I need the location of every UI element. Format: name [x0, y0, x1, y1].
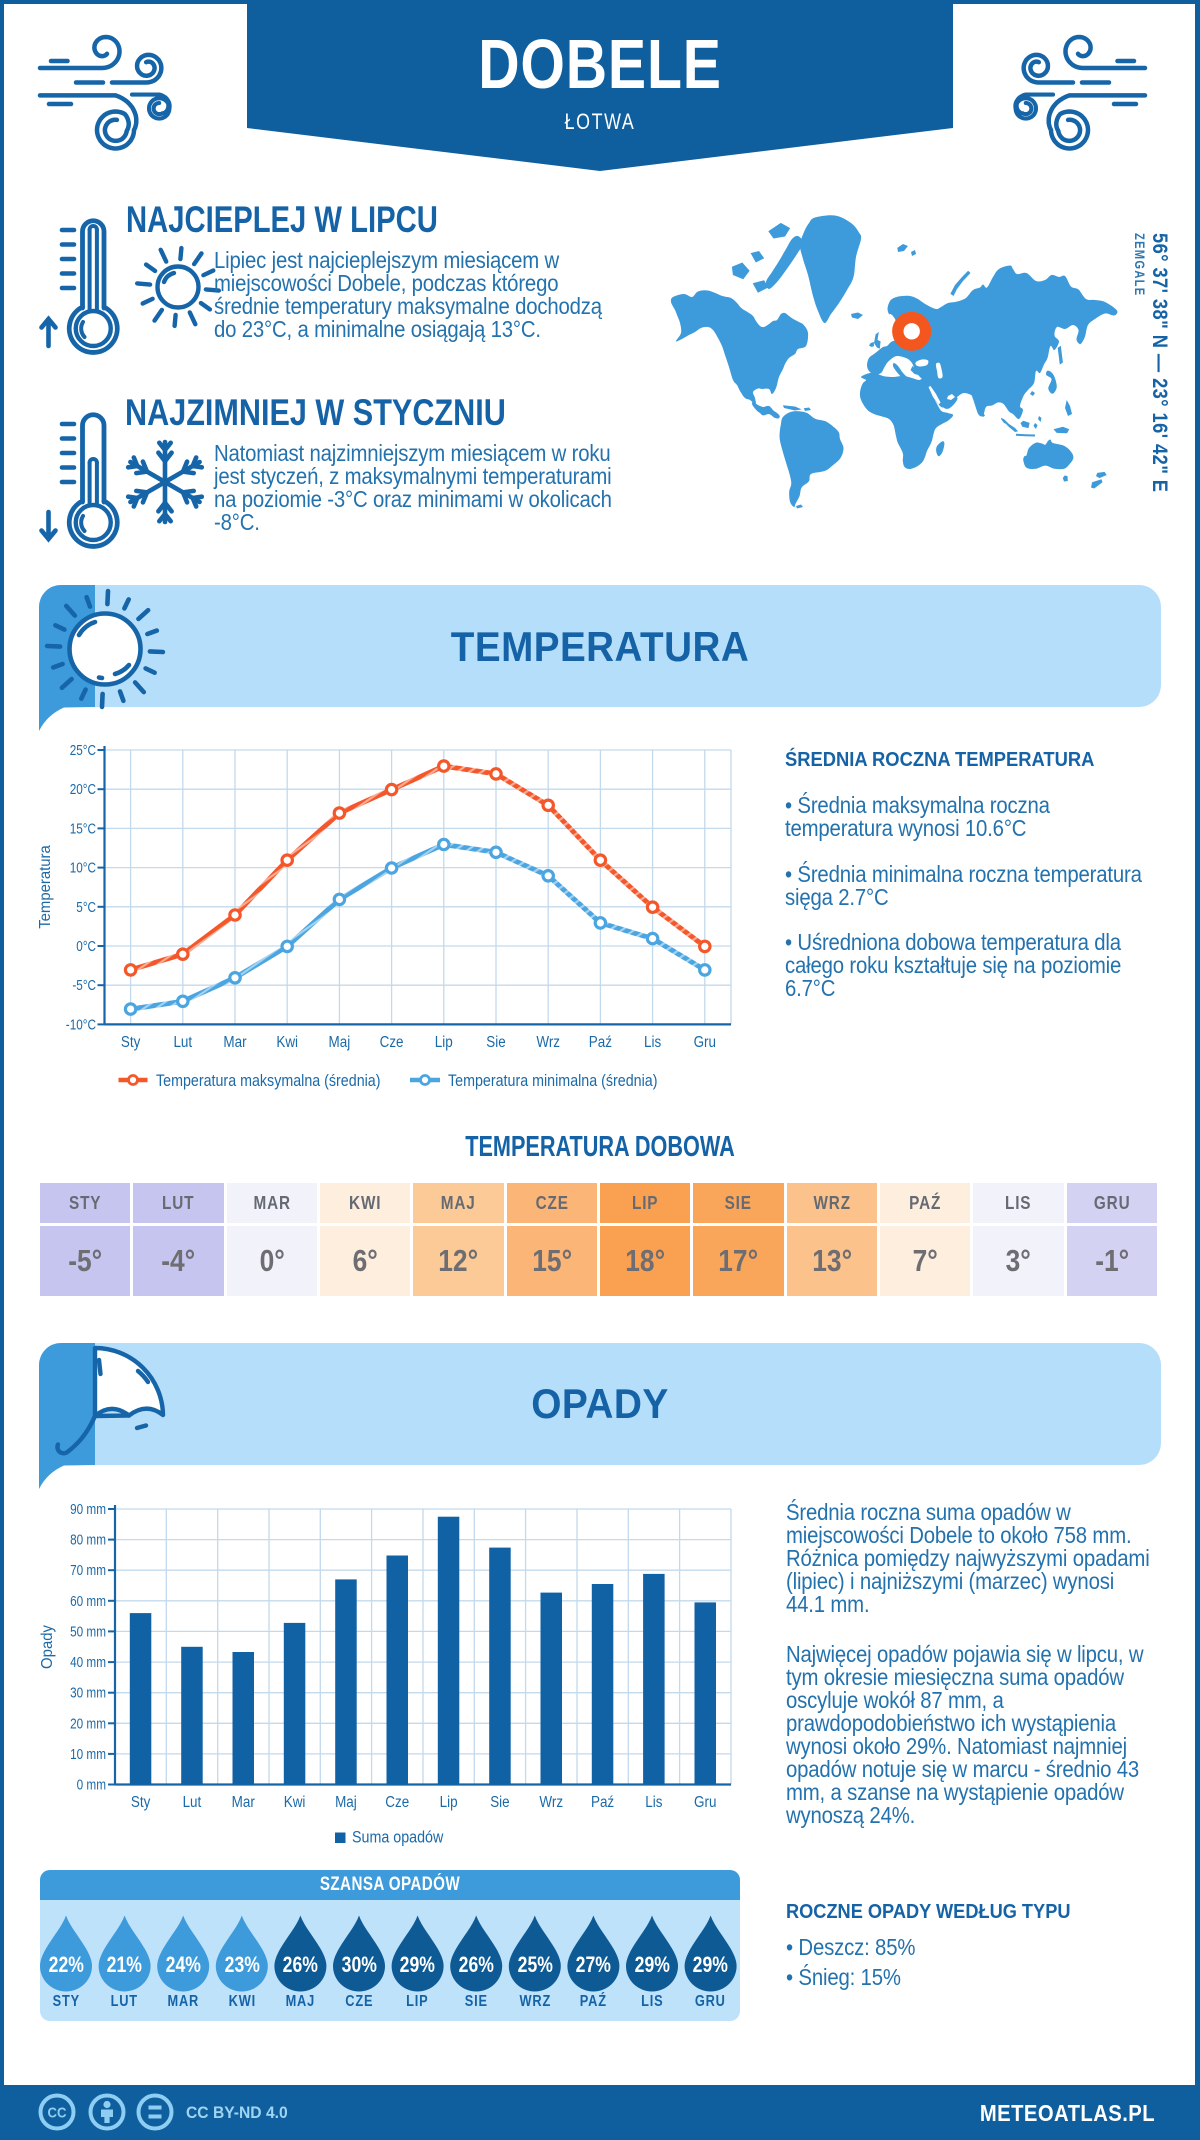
svg-text:Lip: Lip: [435, 1034, 453, 1051]
svg-text:Temperatura: Temperatura: [37, 845, 54, 929]
svg-text:Paź: Paź: [591, 1794, 614, 1811]
svg-text:Cze: Cze: [385, 1794, 409, 1811]
svg-text:20 mm: 20 mm: [70, 1716, 106, 1732]
svg-text:Sie: Sie: [490, 1794, 509, 1811]
svg-text:0 mm: 0 mm: [77, 1777, 106, 1793]
svg-text:CC: CC: [48, 2105, 67, 2122]
svg-text:Lut: Lut: [173, 1034, 192, 1051]
svg-text:Mar: Mar: [232, 1794, 255, 1811]
svg-text:70 mm: 70 mm: [70, 1563, 106, 1579]
svg-text:60 mm: 60 mm: [70, 1594, 106, 1610]
svg-text:Mar: Mar: [223, 1034, 246, 1051]
svg-text:25°C: 25°C: [70, 743, 96, 759]
svg-text:40 mm: 40 mm: [70, 1655, 106, 1671]
svg-text:30 mm: 30 mm: [70, 1686, 106, 1702]
svg-text:Maj: Maj: [335, 1794, 357, 1811]
svg-text:Suma opadów: Suma opadów: [352, 1828, 444, 1847]
svg-text:20°C: 20°C: [70, 782, 96, 798]
svg-text:10 mm: 10 mm: [70, 1747, 106, 1763]
svg-text:Lut: Lut: [183, 1794, 202, 1811]
svg-text:50 mm: 50 mm: [70, 1624, 106, 1640]
svg-text:CC BY-ND 4.0: CC BY-ND 4.0: [186, 2103, 288, 2122]
svg-text:Gru: Gru: [694, 1034, 716, 1051]
svg-text:5°C: 5°C: [76, 900, 96, 916]
svg-text:Lis: Lis: [645, 1794, 662, 1811]
svg-text:Sty: Sty: [131, 1794, 151, 1811]
svg-text:Wrz: Wrz: [539, 1794, 563, 1811]
svg-text:Kwi: Kwi: [284, 1794, 306, 1811]
svg-text:Sty: Sty: [121, 1034, 141, 1051]
svg-text:Temperatura minimalna (średnia: Temperatura minimalna (średnia): [448, 1071, 658, 1090]
svg-text:Kwi: Kwi: [276, 1034, 298, 1051]
svg-text:10°C: 10°C: [70, 861, 96, 877]
svg-text:Maj: Maj: [329, 1034, 351, 1051]
svg-text:Lip: Lip: [440, 1794, 458, 1811]
svg-text:Gru: Gru: [694, 1794, 716, 1811]
svg-text:Wrz: Wrz: [536, 1034, 560, 1051]
svg-text:0°C: 0°C: [76, 939, 96, 955]
svg-text:Sie: Sie: [486, 1034, 505, 1051]
svg-text:90 mm: 90 mm: [70, 1502, 106, 1518]
svg-text:Opady: Opady: [39, 1625, 56, 1669]
svg-text:Cze: Cze: [380, 1034, 404, 1051]
svg-text:Paź: Paź: [589, 1034, 612, 1051]
svg-text:15°C: 15°C: [70, 821, 96, 837]
svg-text:Temperatura maksymalna (średni: Temperatura maksymalna (średnia): [156, 1071, 381, 1090]
svg-text:80 mm: 80 mm: [70, 1533, 106, 1549]
svg-text:Lis: Lis: [644, 1034, 661, 1051]
svg-text:-5°C: -5°C: [72, 978, 96, 994]
svg-text:-10°C: -10°C: [66, 1017, 96, 1033]
